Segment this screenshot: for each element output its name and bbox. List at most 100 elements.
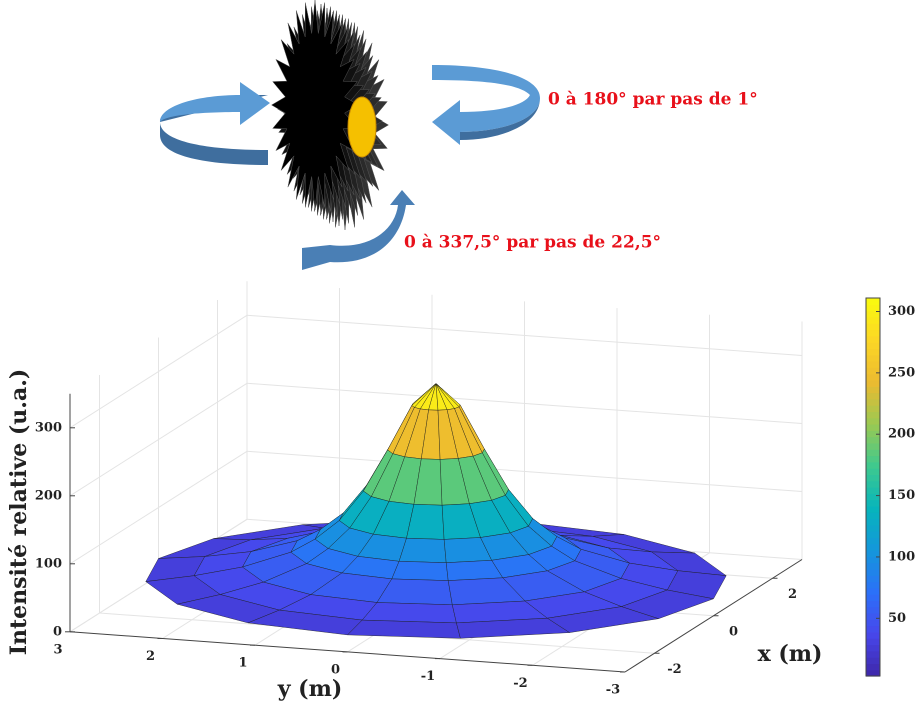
y-tick-label: 2 [146,649,155,664]
colorbar-tick-label: 200 [888,427,915,442]
colorbar-swatch [866,361,880,368]
colorbar-swatch [866,367,880,375]
x-tick-label: -2 [667,662,681,677]
colorbar-swatch [866,518,880,526]
colorbar-swatch [866,348,880,356]
colorbar-swatch [866,493,880,501]
colorbar-swatch [866,650,880,658]
colorbar-swatch [866,480,880,488]
colorbar-swatch [866,512,880,520]
colorbar-swatch [866,562,880,570]
colorbar-swatch [866,537,880,545]
colorbar-swatch [866,405,880,412]
colorbar-swatch [866,531,880,538]
z-tick-label: 300 [35,420,62,435]
colorbar-swatch [866,373,880,381]
colorbar-swatch [866,619,880,627]
rotation-diagram: 0 à 180° par pas de 1° 0 à 337,5° par pa… [160,0,758,270]
arrow-bottom [302,190,415,270]
surface-plot: 3 2 1 0 -1 -2 -3 -2 0 2 0 100 200 300 y (m) x (m) Intens… [6,281,822,702]
colorbar-swatch [866,354,880,362]
colorbar-frame [865,297,881,677]
colorbar-swatch [866,631,880,639]
x-axis-label: x (m) [758,641,823,667]
surface-facet [546,606,659,633]
z-axis-label: Intensité relative (u.a.) [6,369,32,656]
pinwheel [271,0,389,231]
surface-facet [347,619,461,639]
colorbar-swatch [866,638,880,646]
colorbar-swatch [866,524,880,532]
colorbar-tick-label: 50 [888,611,906,626]
rotation-bottom-label: 0 à 337,5° par pas de 22,5° [404,233,661,253]
colorbar-swatch [866,594,880,601]
colorbar-swatch [866,304,880,312]
surface-facet [398,537,447,563]
colorbar-swatch [866,417,880,425]
colorbar-swatch [866,461,880,469]
colorbar-swatch [866,613,880,620]
colorbar-swatch [866,449,880,457]
colorbar-swatch [866,487,880,494]
colorbar-swatch [866,581,880,589]
colorbar-swatch [866,436,880,444]
colorbar-swatch [866,298,880,305]
colorbar-tick-label: 150 [888,488,915,503]
colorbar-swatch [866,392,880,400]
colorbar-swatch [866,379,880,387]
colorbar-swatch [866,587,880,595]
y-tick-label: -3 [606,683,620,698]
colorbar-swatch [866,543,880,551]
arrow-left-head [160,82,270,125]
colorbar-swatch [866,606,880,614]
colorbar-swatch [866,575,880,583]
colorbar-swatch [866,568,880,576]
x-tick-label: 2 [788,587,797,602]
colorbar-swatch [866,499,880,507]
colorbar-swatch [866,329,880,337]
colorbar-swatch [866,386,880,394]
y-tick-label: 3 [53,642,62,657]
colorbar-tick-label: 250 [888,365,915,380]
rotation-top-label: 0 à 180° par pas de 1° [548,90,758,110]
colorbar-swatch [866,342,880,349]
colorbar-swatch [866,468,880,475]
colorbar-swatch [866,411,880,419]
z-tick-label: 0 [53,624,62,639]
pinwheel-blade [271,0,359,211]
y-tick-label: -2 [513,676,527,691]
colorbar-swatch [866,474,880,482]
colorbar: 50 100 150 200 250 300 [865,297,915,677]
colorbar-swatch [866,600,880,608]
arrow-right [432,65,540,145]
colorbar-swatch [866,550,880,557]
y-tick-label: 1 [238,656,247,671]
colorbar-swatch [866,556,880,564]
colorbar-swatch [866,455,880,463]
surface-facet [391,561,449,581]
colorbar-swatch [866,657,880,664]
colorbar-swatch [866,430,880,438]
colorbar-swatch [866,669,880,677]
colorbar-swatch [866,398,880,406]
colorbar-tick-label: 100 [888,549,915,564]
colorbar-swatch [866,424,880,431]
colorbar-swatch [866,316,880,324]
colorbar-swatch [866,644,880,652]
colorbar-swatch [866,442,880,450]
z-tick-label: 200 [35,488,62,503]
colorbar-swatch [866,335,880,343]
colorbar-swatch [866,323,880,331]
colorbar-swatch [866,310,880,318]
y-axis-label: y (m) [277,676,343,702]
z-tick-label: 100 [35,556,62,571]
y-tick-label: 0 [331,662,340,677]
colorbar-swatch [866,625,880,633]
y-tick-label: -1 [421,669,435,684]
arrow-right-shade [460,98,540,140]
colorbar-swatch [866,505,880,513]
x-tick-label: 0 [729,624,738,639]
colorbar-tick-label: 300 [888,304,915,319]
colorbar-swatch [866,663,880,671]
